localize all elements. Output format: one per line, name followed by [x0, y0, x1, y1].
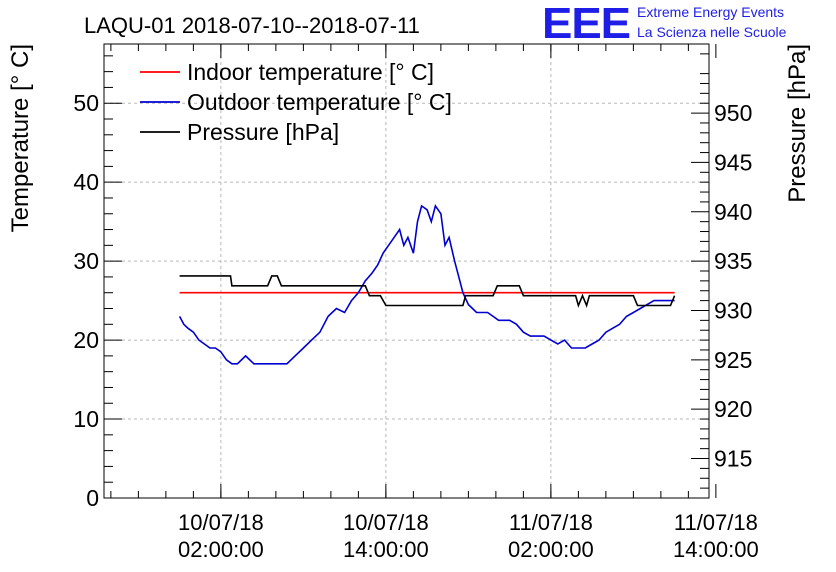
logo-line-2: La Scienza nelle Scuole [637, 24, 787, 40]
legend: Indoor temperature [° C] Outdoor temperat… [140, 59, 452, 145]
series-lines [178, 204, 676, 365]
grid [104, 44, 709, 498]
x-tick-label-time: 14:00:00 [343, 537, 429, 562]
x-tick-label-date: 10/07/18 [178, 510, 264, 535]
x-tick-label-time: 02:00:00 [178, 537, 264, 562]
logo-line-1: Extreme Energy Events [637, 4, 784, 20]
legend-label-1: Indoor temperature [° C] [187, 59, 434, 85]
x-tick-label-date: 10/07/18 [343, 510, 429, 535]
x-tick-label-time: 14:00:00 [673, 537, 759, 562]
legend-label-2: Outdoor temperature [° C] [187, 89, 452, 115]
y-tick-label: 0 [86, 485, 99, 511]
y2-tick-label: 915 [714, 446, 752, 472]
y2-tick-label: 925 [714, 347, 752, 373]
series-line-2 [178, 204, 675, 365]
x-tick-label-date: 11/07/18 [509, 510, 593, 535]
y-tick-label: 30 [73, 248, 99, 274]
y2-tick-label: 945 [714, 149, 752, 175]
legend-label-3: Pressure [hPa] [187, 119, 339, 145]
x-tick-label-time: 02:00:00 [508, 537, 594, 562]
y-axis-label: Temperature [° C] [7, 44, 34, 232]
y2-tick-label: 935 [714, 248, 752, 274]
x-tick-label-date: 11/07/18 [674, 510, 758, 535]
series-line-3 [179, 275, 676, 308]
axis-ticks: 10/07/1802:00:0010/07/1814:00:0011/07/18… [73, 44, 759, 562]
y-tick-label: 20 [73, 327, 99, 353]
y-tick-label: 50 [73, 90, 99, 116]
y2-axis-label: Pressure [hPa] [784, 44, 811, 203]
y2-tick-label: 930 [714, 297, 752, 323]
chart-title: LAQU-01 2018-07-10--2018-07-11 [84, 13, 420, 38]
eee-logo-mark: EEE [542, 0, 630, 48]
y-tick-label: 40 [73, 169, 99, 195]
y2-tick-label: 940 [714, 199, 752, 225]
y2-tick-label: 920 [714, 396, 752, 422]
y2-tick-label: 950 [714, 100, 752, 126]
y-tick-label: 10 [73, 406, 99, 432]
